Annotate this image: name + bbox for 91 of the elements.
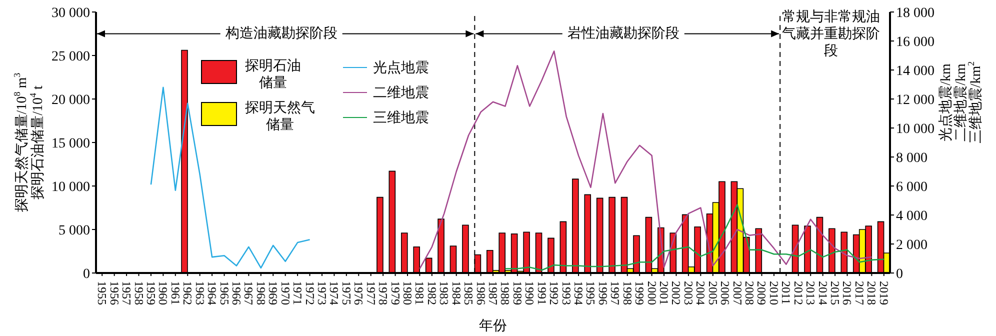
x-tick-label: 2000 xyxy=(644,281,659,305)
x-tick-label: 1999 xyxy=(632,281,647,305)
x-tick-label: 1976 xyxy=(352,281,366,305)
x-tick-label: 2010 xyxy=(766,281,781,305)
y-tick-label: 15 000 xyxy=(52,136,90,152)
legend-label: 二维地震 xyxy=(373,84,429,102)
x-tick-label: 1995 xyxy=(584,281,598,305)
x-tick-label: 1983 xyxy=(437,281,452,305)
x-tick-label: 1991 xyxy=(534,281,549,305)
legend-label: 探明天然气储量 xyxy=(245,100,315,134)
x-tick-label: 1985 xyxy=(462,281,476,305)
x-tick-label: 1978 xyxy=(376,281,390,305)
x-tick-label: 2003 xyxy=(681,281,696,305)
annotation: 岩性油藏勘探阶段 xyxy=(567,25,680,42)
x-tick-label: 1997 xyxy=(608,281,622,305)
y-tick-label: 0 xyxy=(83,266,90,282)
x-tick-label: 1961 xyxy=(168,281,182,305)
legend-label: 三维地震 xyxy=(373,109,429,126)
legend-label: 探明石油储量 xyxy=(245,58,301,92)
y2-tick-label: 10 000 xyxy=(896,122,934,137)
x-tick-label: 1986 xyxy=(474,281,488,305)
x-tick-label: 1969 xyxy=(266,281,280,305)
x-tick-label: 1977 xyxy=(364,281,378,305)
x-tick-label: 1971 xyxy=(290,281,305,305)
y2-tick-label: 0 xyxy=(896,266,903,282)
y2-tick-label: 12 000 xyxy=(896,92,934,108)
x-tick-label: 1984 xyxy=(449,281,464,305)
x-tick-label: 1959 xyxy=(144,281,158,305)
x-tick-label: 2007 xyxy=(730,281,744,305)
x-tick-label: 2015 xyxy=(828,281,842,305)
x-tick-label: 2001 xyxy=(657,281,672,305)
x-tick-label: 1957 xyxy=(120,281,134,305)
x-tick-label: 1966 xyxy=(229,281,244,305)
x-tick-label: 2018 xyxy=(864,281,879,305)
y2-tick-label: 14 000 xyxy=(896,64,934,79)
x-tick-label: 1962 xyxy=(180,281,195,305)
x-tick-label: 1979 xyxy=(388,281,402,305)
x-tick-label: 1980 xyxy=(400,281,414,305)
x-tick-label: 1988 xyxy=(498,281,512,305)
y-tick-label: 25 000 xyxy=(52,49,90,64)
annotation: 构造油藏勘探阶段 xyxy=(224,25,338,42)
x-tick-label: 1968 xyxy=(254,281,268,305)
x-tick-label: 2005 xyxy=(706,281,720,305)
x-tick-label: 1996 xyxy=(596,281,610,305)
x-tick-label: 2009 xyxy=(754,281,769,305)
x-tick-label: 2004 xyxy=(694,281,708,305)
x-tick-label: 1975 xyxy=(339,281,354,305)
x-tick-label: 1970 xyxy=(278,281,292,305)
x-tick-label: 2013 xyxy=(804,281,818,305)
x-tick-label: 1993 xyxy=(559,281,574,305)
x-tick-label: 1987 xyxy=(486,281,500,305)
y-tick-label: 30 000 xyxy=(52,6,90,21)
y-tick-label: 10 000 xyxy=(52,180,90,195)
legend-label: 光点地震 xyxy=(373,60,429,76)
x-tick-label: 2019 xyxy=(876,281,891,305)
x-tick-label: 1990 xyxy=(522,281,537,305)
x-tick-label: 1989 xyxy=(510,281,524,305)
y-tick-label: 5 000 xyxy=(58,223,90,238)
x-tick-label: 2016 xyxy=(840,281,854,305)
x-tick-label: 1963 xyxy=(192,281,207,305)
x-tick-label: 1958 xyxy=(132,281,146,305)
y2-tick-label: 4 000 xyxy=(896,208,928,224)
y2-tick-label: 8 000 xyxy=(896,150,928,166)
x-axis-title: 年份 xyxy=(479,318,507,334)
x-tick-label: 1956 xyxy=(107,281,122,305)
x-tick-label: 1960 xyxy=(156,281,170,305)
x-tick-label: 2017 xyxy=(852,281,866,305)
x-tick-label: 1965 xyxy=(217,281,232,305)
x-tick-label: 1974 xyxy=(327,281,342,305)
x-tick-label: 2011 xyxy=(779,281,794,305)
x-tick-label: 1998 xyxy=(620,281,634,305)
x-tick-label: 2002 xyxy=(669,281,684,305)
x-tick-label: 1973 xyxy=(314,281,329,305)
y2-tick-label: 18 000 xyxy=(896,6,934,21)
x-tick-label: 1955 xyxy=(95,281,110,305)
x-tick-label: 1992 xyxy=(547,281,562,305)
annotation: 常规与非常规油气藏并重勘探阶段 xyxy=(782,8,880,58)
x-tick-label: 2008 xyxy=(742,281,757,305)
x-tick-label: 1982 xyxy=(424,281,439,305)
x-tick-label: 1964 xyxy=(205,281,220,305)
x-tick-label: 2006 xyxy=(718,281,732,305)
x-tick-label: 1994 xyxy=(572,281,586,305)
y2-tick-label: 2 000 xyxy=(896,238,928,253)
x-tick-label: 1981 xyxy=(412,281,427,305)
x-tick-label: 1972 xyxy=(302,281,317,305)
x-tick-label: 2012 xyxy=(791,281,806,305)
y2-tick-label: 6 000 xyxy=(896,180,928,195)
x-tick-label: 2014 xyxy=(816,281,830,305)
y-tick-label: 20 000 xyxy=(52,92,90,108)
y2-tick-label: 16 000 xyxy=(896,34,934,50)
x-tick-label: 1967 xyxy=(242,281,256,305)
